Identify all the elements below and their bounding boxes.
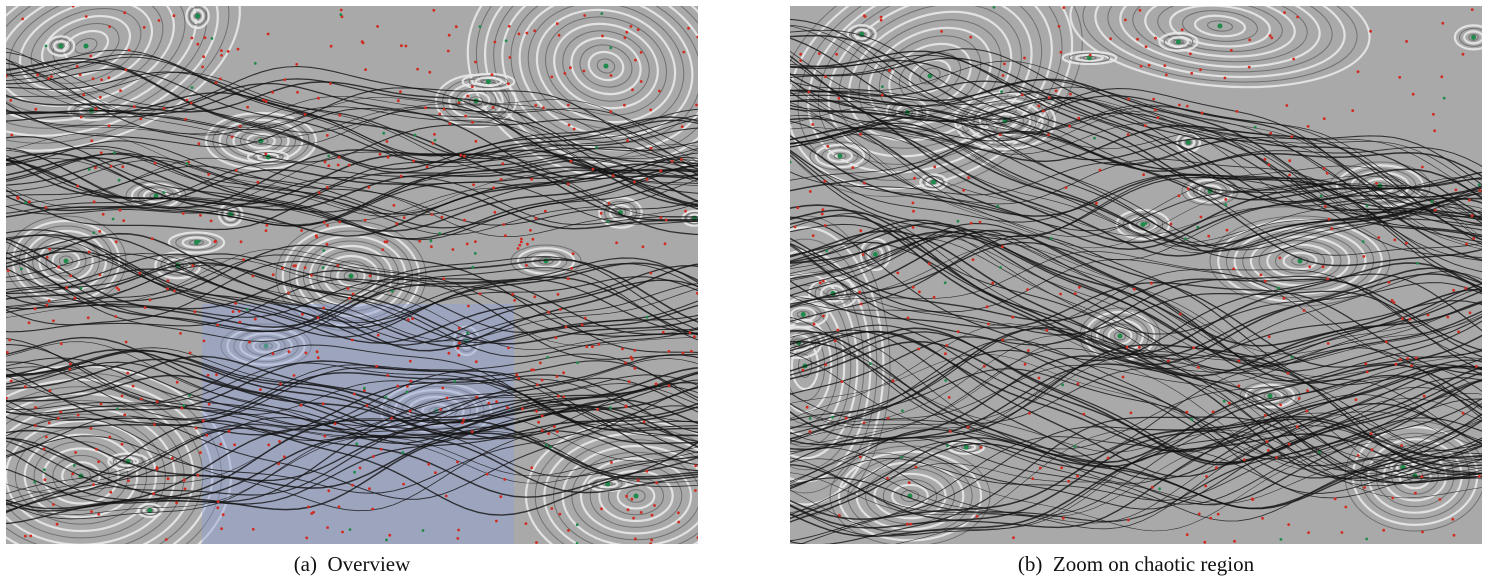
chaotic-band-4	[790, 377, 1482, 544]
critical-points-red	[793, 6, 1482, 544]
chaotic-band-2	[6, 229, 698, 360]
island-8	[220, 323, 312, 369]
island-center-10	[153, 193, 159, 199]
island-center-2	[348, 273, 354, 279]
island-center-108	[1086, 55, 1092, 61]
caption-zoom: (b) Zoom on chaotic region	[1017, 552, 1255, 576]
island-center-100	[193, 240, 199, 246]
island-center-103	[195, 13, 201, 19]
island-111	[46, 35, 76, 57]
island-center-3	[1117, 333, 1123, 339]
island-center-104	[1471, 34, 1477, 40]
critical-points-green	[790, 6, 1481, 541]
island-center-103	[963, 444, 969, 450]
chaotic-band-1	[790, 98, 1482, 289]
island-center-2	[1297, 258, 1303, 264]
island-104	[107, 452, 149, 471]
island-center-101	[485, 79, 491, 85]
island-center-11	[837, 153, 843, 159]
island-center-1	[1217, 23, 1223, 29]
poincare-map-overview	[6, 6, 698, 544]
island-100	[167, 231, 226, 254]
island-center-101	[1185, 139, 1191, 145]
island-center-110	[147, 508, 153, 514]
island-108	[1061, 50, 1118, 66]
island-103	[185, 6, 210, 30]
panel-overview	[6, 6, 698, 544]
island-104	[1453, 24, 1482, 51]
island-center-6	[633, 493, 639, 499]
critical-points-green	[20, 12, 649, 544]
island-center-4	[63, 258, 69, 264]
island-110	[136, 503, 163, 518]
critical-points-red	[6, 6, 698, 544]
caption-overview: (a) Overview	[293, 552, 411, 576]
island-center-107	[800, 311, 806, 317]
island-center-113	[1175, 39, 1181, 45]
island-center-0	[927, 73, 933, 79]
chaotic-band-4	[6, 386, 698, 525]
island-center-100	[1140, 221, 1146, 227]
island-1	[1069, 6, 1371, 89]
panel-zoom	[790, 6, 1482, 544]
island-center-1	[603, 63, 609, 69]
island-center-0	[83, 43, 89, 49]
island-center-105	[872, 251, 878, 257]
poincare-map-zoom	[790, 6, 1482, 544]
island-113	[1158, 31, 1199, 52]
island-center-8	[263, 343, 269, 349]
island-center-9	[1267, 393, 1273, 399]
island-101	[461, 72, 516, 91]
island-center-109	[930, 179, 936, 185]
island-center-111	[58, 43, 64, 49]
island-112	[246, 149, 290, 165]
